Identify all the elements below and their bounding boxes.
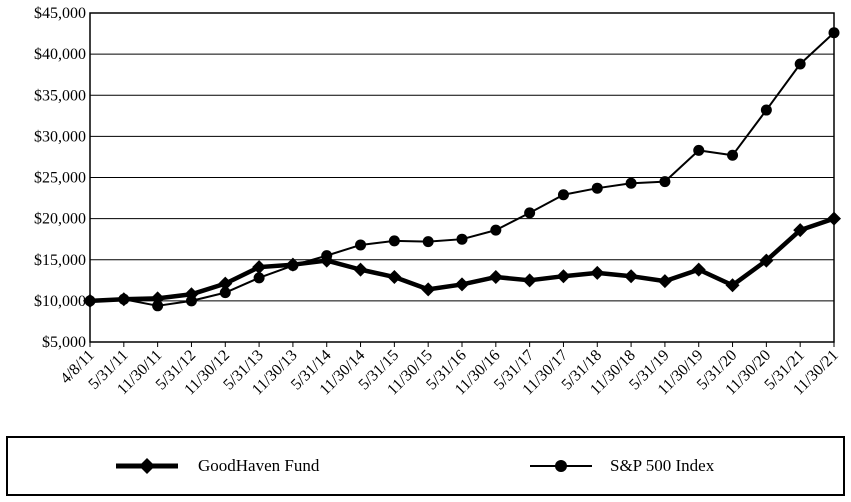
sp500-index-line — [89, 32, 835, 307]
sp500-index-point — [185, 295, 197, 307]
goodhaven-fund-point — [759, 253, 774, 268]
y-tick-label: $15,000 — [34, 252, 86, 269]
sp500-index-point — [557, 189, 569, 201]
legend-label: S&P 500 Index — [610, 456, 715, 475]
line-chart: $5,000 $10,000 $15,000 $20,000 $25,000 $30,00… — [34, 5, 842, 399]
goodhaven-fund-point — [252, 260, 267, 275]
legend: GoodHaven Fund S&P 500 Index — [6, 436, 845, 496]
y-tick-label: $30,000 — [34, 128, 86, 145]
goodhaven-fund-point — [827, 211, 841, 226]
y-tick-label: $5,000 — [42, 334, 86, 351]
sp500-index-point — [659, 176, 671, 188]
sp500-index-point — [490, 224, 502, 236]
x-axis: 4/8/115/31/1111/30/115/31/1211/30/125/31… — [57, 342, 842, 399]
goodhaven-fund-point — [590, 265, 605, 280]
sp500-index-point — [152, 300, 164, 312]
sp500-index-point — [355, 239, 367, 251]
goodhaven-fund-point — [624, 269, 639, 284]
legend-item-goodhaven: GoodHaven Fund — [114, 456, 319, 476]
y-tick-label: $45,000 — [34, 5, 86, 22]
sp500-index-point — [388, 235, 400, 247]
goodhaven-fund-point — [691, 262, 706, 277]
sp500-index-point — [118, 293, 130, 305]
goodhaven-fund-point — [421, 282, 436, 297]
goodhaven-fund-point — [793, 223, 808, 238]
y-tick-label: $25,000 — [34, 170, 86, 187]
goodhaven-fund-point — [488, 270, 503, 285]
sp500-index-point — [287, 260, 299, 272]
y-tick-label: $40,000 — [34, 46, 86, 63]
sp500-index-point — [794, 58, 806, 70]
y-tick-label: $20,000 — [34, 211, 86, 228]
sp500-index-point — [219, 287, 231, 299]
goodhaven-fund-point — [353, 262, 368, 277]
circle-marker-icon — [530, 460, 592, 472]
goodhaven-fund-point — [657, 274, 672, 289]
goodhaven-fund-point — [455, 277, 469, 292]
goodhaven-fund-point — [556, 269, 571, 284]
goodhaven-fund-point — [522, 273, 537, 288]
y-axis: $5,000 $10,000 $15,000 $20,000 $25,000 $30,00… — [34, 5, 86, 351]
goodhaven-fund-point — [387, 270, 402, 285]
sp500-index-point — [760, 104, 772, 116]
sp500-index-point — [422, 236, 434, 248]
sp500-index-point — [456, 233, 468, 245]
sp500-index-point — [727, 149, 739, 161]
series-layer — [83, 27, 841, 312]
legend-label: GoodHaven Fund — [198, 456, 320, 475]
sp500-index-point — [84, 295, 96, 307]
sp500-index-point — [693, 144, 705, 156]
diamond-marker-icon — [116, 458, 178, 474]
y-tick-label: $10,000 — [34, 293, 86, 310]
sp500-index-point — [828, 27, 840, 39]
goodhaven-fund-point — [725, 278, 740, 293]
sp500-index-point — [625, 177, 637, 189]
sp500-index-point — [321, 250, 333, 262]
legend-item-sp500: S&P 500 Index — [528, 456, 714, 476]
goodhaven-fund-point — [218, 276, 233, 291]
sp500-index-point — [524, 207, 536, 219]
sp500-index-point — [591, 182, 603, 194]
y-tick-label: $35,000 — [34, 87, 86, 104]
sp500-index-point — [253, 272, 265, 284]
